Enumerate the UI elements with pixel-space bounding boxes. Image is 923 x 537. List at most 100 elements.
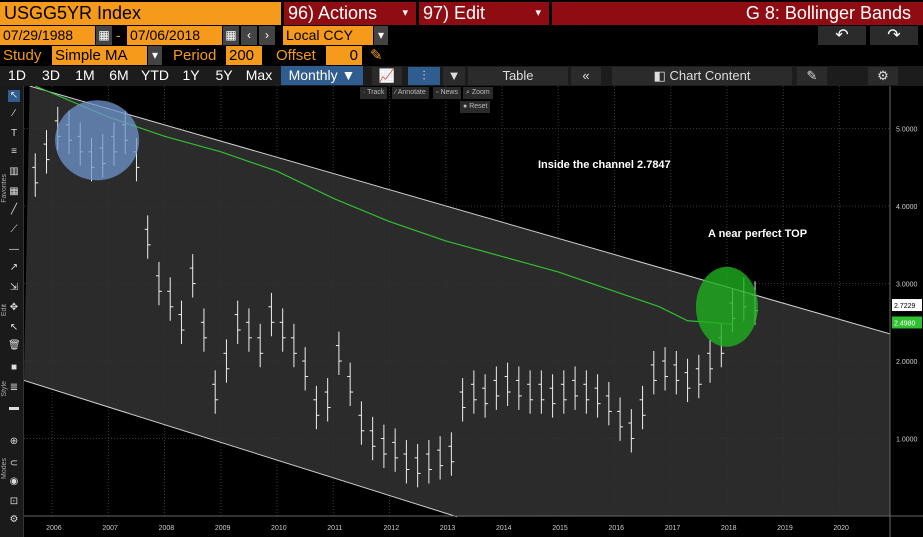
chevron-right-icon[interactable]: › [259, 26, 275, 45]
track-button[interactable]: · Track [360, 87, 388, 99]
trendline-icon[interactable]: ╱ [10, 204, 18, 215]
channel-tool-icon[interactable]: ▥ [9, 166, 19, 177]
move-icon[interactable]: ✥ [9, 302, 19, 313]
y-tick-label: 3.0000 [896, 282, 918, 289]
news-button[interactable]: ▫ News [433, 87, 461, 99]
price-chart[interactable]: Inside the channel 2.7847 A near perfect… [24, 86, 923, 537]
chevron-down-icon[interactable]: ▾ [148, 46, 162, 65]
zoom-label: Zoom [471, 89, 490, 96]
study-label: Study [3, 47, 42, 64]
period-field[interactable]: 200 [226, 46, 262, 65]
ticker-field[interactable]: USGG5YR Index [0, 2, 281, 25]
news-icon: ▫ [436, 89, 439, 96]
x-tick-label: 2008 [159, 525, 175, 532]
color-swatch-icon[interactable]: ■ [10, 362, 18, 373]
chevron-down-icon[interactable]: ▼ [443, 67, 465, 85]
modes-label: Modes [1, 458, 8, 480]
reset-button[interactable]: ● Reset [460, 101, 491, 113]
magnet-icon[interactable]: ⊂ [9, 458, 19, 469]
range-bar: 1D 3D 1M 6M YTD 1Y 5Y Max Monthly ▼ 📈 ⫶ … [0, 66, 923, 86]
range-ytd[interactable]: YTD [141, 67, 169, 83]
pencil-icon[interactable]: ✎ [370, 47, 383, 64]
select-icon[interactable]: ↖ [9, 322, 19, 333]
line-style-icon[interactable]: ≣ [9, 382, 19, 393]
annotate-label: Annotate [397, 89, 426, 96]
chevron-left-icon[interactable]: ‹ [241, 26, 257, 45]
chart-content-label: Chart Content [669, 68, 751, 83]
highlight-circle-green [695, 266, 758, 347]
horizontal-line-icon[interactable]: — [9, 244, 19, 255]
frequency-label: Monthly [288, 67, 338, 83]
snap-icon[interactable]: ◉ [9, 476, 19, 487]
edit-menu[interactable]: 97) Edit ▾ [419, 2, 549, 25]
ma-value-tag-box [892, 316, 922, 329]
line-width-icon[interactable]: ▬ [9, 402, 19, 413]
arrow-icon[interactable]: ↗ [9, 262, 19, 273]
y-tick-label: 5.0000 [896, 127, 918, 134]
fibonacci-icon[interactable]: ≡ [11, 146, 17, 157]
range-6m[interactable]: 6M [109, 67, 129, 83]
crosshair-icon[interactable]: ⊕ [9, 436, 19, 447]
track-icon: · [363, 89, 366, 96]
settings-icon[interactable]: ⚙ [9, 514, 19, 525]
currency-field[interactable]: Local CCY [283, 26, 373, 45]
ma-value-tag: 2.4980 [894, 320, 916, 327]
chart-name: G 8: Bollinger Bands [552, 2, 923, 25]
x-tick-label: 2006 [46, 525, 62, 532]
bar-chart-icon[interactable]: ⫶ [408, 67, 440, 85]
trash-icon[interactable]: 🗑 [8, 340, 21, 351]
collapse-icon[interactable]: « [571, 67, 601, 85]
offset-label: Offset [276, 47, 316, 64]
start-date-field[interactable]: 07/29/1988 [0, 26, 95, 45]
edit-label: 97) Edit [423, 3, 486, 23]
channel-lower-line [24, 379, 458, 518]
study-field[interactable]: Simple MA [52, 46, 147, 65]
offset-field[interactable]: 0 [326, 46, 362, 65]
zoom-icon: ⌕ [466, 89, 470, 96]
range-5y[interactable]: 5Y [215, 67, 233, 83]
highlight-circle-blue [55, 100, 140, 181]
y-tick-label: 4.0000 [896, 204, 918, 211]
text-tool-icon[interactable]: T [10, 128, 18, 139]
gear-icon[interactable]: ⚙ [868, 67, 898, 85]
y-axis: 1.0000 2.0000 3.0000 4.0000 5.0000 [889, 86, 918, 537]
chevron-down-icon: ▾ [535, 7, 541, 19]
reset-label: Reset [469, 103, 488, 110]
study-bar: Study Simple MA ▾ Period 200 Offset 0 ✎ [0, 46, 923, 66]
x-tick-label: 2010 [271, 525, 287, 532]
frequency-select[interactable]: Monthly ▼ [281, 66, 363, 85]
redo-icon[interactable]: ↷ [870, 26, 918, 45]
ray-icon[interactable]: ⟋ [10, 224, 18, 235]
period-label: Period [173, 47, 217, 64]
line-chart-icon[interactable]: 📈 [372, 67, 402, 85]
range-3d[interactable]: 3D [42, 67, 60, 83]
end-date-field[interactable]: 07/06/2018 [127, 26, 222, 45]
range-max[interactable]: Max [245, 67, 273, 83]
chevron-down-icon[interactable]: ▾ [374, 26, 388, 45]
undo-icon[interactable]: ↶ [818, 26, 866, 45]
edit-chart-icon[interactable]: ✎ [797, 67, 827, 85]
lock-icon[interactable]: ⊡ [9, 496, 19, 507]
actions-menu[interactable]: 96) Actions ▾ [284, 2, 416, 25]
range-1m[interactable]: 1M [75, 67, 95, 83]
draw-line-icon[interactable]: ∕ [13, 108, 15, 119]
annotate-button[interactable]: ∕ Annotate [392, 87, 429, 99]
x-tick-label: 2017 [665, 525, 681, 532]
x-tick-label: 2013 [440, 525, 456, 532]
table-button[interactable]: Table [468, 67, 568, 85]
x-tick-label: 2018 [721, 525, 737, 532]
range-1y[interactable]: 1Y [182, 67, 200, 83]
measure-icon[interactable]: ⇲ [9, 282, 19, 293]
track-label: Track [367, 89, 385, 96]
calendar-icon[interactable]: ▦ [96, 26, 112, 45]
pointer-icon[interactable]: ↖ [8, 90, 20, 102]
x-tick-label: 2015 [552, 525, 568, 532]
zoom-button[interactable]: ⌕ Zoom [463, 87, 493, 99]
chart-content-button[interactable]: ◧ Chart Content [612, 67, 792, 85]
title-bar: USGG5YR Index 96) Actions ▾ 97) Edit ▾ G… [0, 0, 923, 26]
calendar-icon[interactable]: ▦ [223, 26, 239, 45]
range-1d[interactable]: 1D [8, 67, 26, 83]
x-tick-label: 2009 [215, 525, 231, 532]
grid-icon[interactable]: ▦ [9, 186, 19, 197]
last-price-tag-box [892, 299, 922, 312]
